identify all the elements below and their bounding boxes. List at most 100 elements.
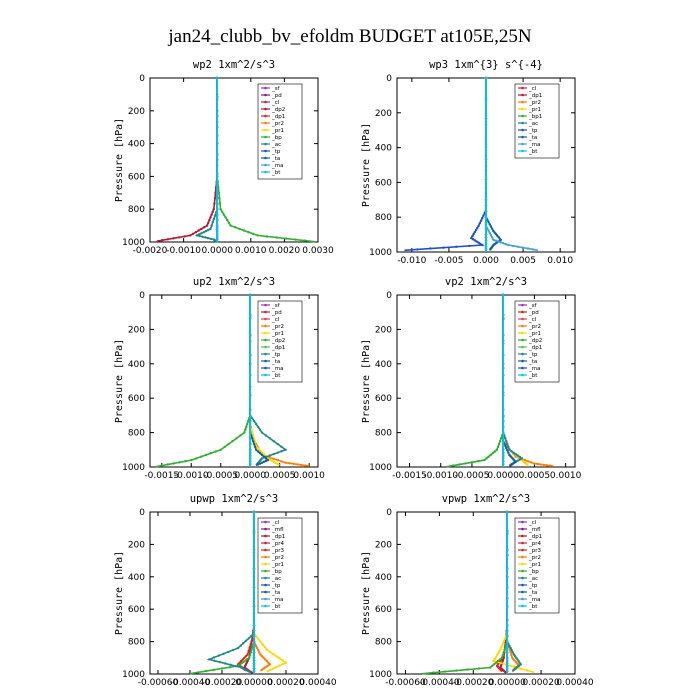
- series-point: [247, 649, 250, 653]
- legend-entry: _ma: [528, 597, 540, 603]
- series-point: [452, 464, 455, 467]
- y-tick-label: 800: [375, 213, 392, 223]
- x-tick-label: 0.0030: [302, 246, 334, 256]
- series-point: [204, 453, 208, 457]
- series-point: [249, 414, 252, 417]
- series-point: [268, 650, 272, 654]
- y-tick-label: 600: [375, 178, 392, 188]
- series-point: [218, 202, 222, 205]
- legend-entry: _pr3: [528, 548, 542, 554]
- series-point: [304, 464, 307, 467]
- series-point: [499, 241, 502, 244]
- series-point: [216, 191, 219, 194]
- series-point: [464, 462, 467, 465]
- series-point: [491, 236, 494, 239]
- series-point: [272, 460, 275, 463]
- legend-entry: _tp: [528, 583, 538, 589]
- series-point: [506, 651, 509, 654]
- legend-entry: _pr2: [528, 100, 541, 106]
- series-point: [548, 464, 552, 467]
- legend-entry: _tp: [271, 149, 281, 155]
- series-point: [294, 238, 297, 241]
- series-point: [172, 237, 175, 240]
- series-point: [260, 431, 264, 434]
- series-point: [502, 293, 505, 297]
- series-point: [272, 652, 275, 656]
- series-point: [477, 241, 480, 244]
- legend-marker: [264, 338, 267, 342]
- series-line-ac: [194, 78, 218, 243]
- series-point: [499, 437, 503, 440]
- legend-entry: _cl: [528, 317, 537, 323]
- y-tick-label: 1000: [369, 670, 392, 680]
- series-point: [506, 662, 509, 665]
- series-point: [195, 457, 198, 460]
- series-point: [489, 234, 493, 237]
- y-tick-label: 400: [375, 360, 392, 370]
- series-point: [506, 567, 509, 570]
- series-point: [262, 460, 266, 463]
- series-point: [250, 634, 253, 638]
- series-point: [516, 245, 520, 248]
- legend-marker: [264, 548, 267, 552]
- series-point: [204, 669, 208, 673]
- series-point: [219, 208, 222, 211]
- legend-marker: [264, 149, 267, 153]
- series-point: [510, 653, 513, 657]
- series-point: [210, 224, 213, 227]
- series-point: [503, 637, 507, 641]
- series-point: [249, 651, 252, 654]
- series-point: [466, 668, 469, 671]
- series-point: [272, 452, 275, 456]
- x-tick-label: 0.0000: [201, 246, 233, 256]
- series-point: [252, 437, 256, 441]
- series-point: [477, 460, 480, 463]
- series-point: [232, 648, 235, 652]
- series-point: [477, 224, 480, 228]
- legend-entry: _ac: [528, 121, 538, 127]
- series-point: [241, 658, 244, 661]
- series-point: [476, 226, 479, 230]
- x-tick-label: -0.00020: [202, 678, 243, 688]
- chart-panel-4: vp2 1xm^2/s^3 Pressure [hPa] 0 200 400 600 800…: [361, 276, 582, 481]
- x-tick-label: 0.00040: [556, 678, 593, 688]
- series-point: [211, 210, 214, 214]
- series-point: [216, 238, 219, 241]
- series-point: [258, 452, 262, 455]
- series-point: [288, 462, 291, 465]
- legend-entry: _cl: [271, 100, 280, 106]
- legend-marker: [264, 310, 267, 314]
- series-point: [216, 76, 219, 80]
- series-point: [479, 219, 483, 222]
- legend-entry: _cl: [528, 520, 537, 526]
- series-point: [468, 244, 471, 248]
- series-point: [512, 451, 515, 454]
- series-point: [236, 646, 240, 650]
- legend-marker: [521, 310, 524, 314]
- series-point: [249, 419, 252, 423]
- legend-entry: _ta: [528, 359, 537, 365]
- series-point: [509, 646, 512, 650]
- legend-marker: [264, 541, 267, 545]
- legend-marker: [264, 107, 267, 111]
- legend-entry: _dp1: [528, 534, 542, 540]
- x-tick-label: 0.00040: [299, 678, 336, 688]
- series-point: [223, 445, 226, 449]
- series-point: [502, 457, 505, 460]
- legend-entry: _bt: [528, 373, 538, 379]
- series-point: [495, 448, 499, 451]
- series-point: [246, 422, 249, 426]
- series-point: [252, 434, 255, 437]
- series-point: [542, 463, 545, 467]
- series-point: [493, 450, 496, 453]
- series-point: [262, 656, 265, 659]
- y-tick-label: 400: [128, 360, 145, 370]
- series-point: [208, 658, 211, 661]
- series-point: [249, 442, 252, 446]
- series-point: [258, 428, 262, 431]
- series-point: [494, 239, 498, 242]
- series-point: [207, 228, 210, 232]
- series-point: [260, 461, 264, 464]
- legend-entry: _bp: [528, 569, 539, 575]
- legend-entry: _bt: [528, 149, 538, 155]
